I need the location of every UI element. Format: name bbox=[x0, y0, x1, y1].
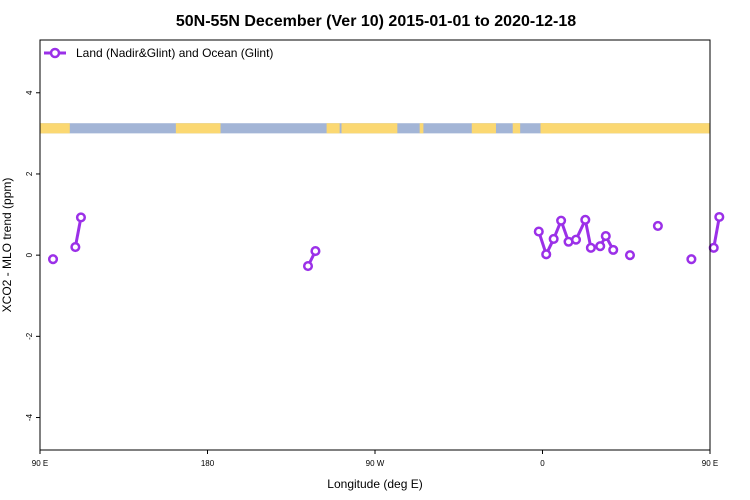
data-point-14 bbox=[600, 231, 611, 242]
x-tick-label-1: 180 bbox=[201, 459, 215, 468]
data-point-13 bbox=[595, 241, 606, 252]
chart-title: 50N-55N December (Ver 10) 2015-01-01 to … bbox=[176, 13, 576, 30]
data-point-20 bbox=[714, 211, 725, 223]
x-tick-label-2: 90 W bbox=[366, 459, 385, 468]
data-point-18 bbox=[686, 254, 697, 265]
map-strip-land-8 bbox=[540, 123, 710, 134]
data-point-7 bbox=[548, 233, 559, 244]
y-tick-label-3: 2 bbox=[25, 171, 34, 176]
y-tick-label-0: -4 bbox=[25, 413, 34, 421]
data-point-1 bbox=[70, 241, 81, 253]
map-strip-land-6 bbox=[512, 123, 521, 134]
data-point-15 bbox=[608, 244, 619, 255]
x-axis-label: Longitude (deg E) bbox=[327, 477, 422, 491]
y-axis: -4 -2 0 2 4 bbox=[25, 90, 40, 421]
map-strip-land-1 bbox=[175, 123, 221, 134]
data-point-5 bbox=[533, 226, 544, 237]
data-point-4 bbox=[310, 246, 321, 257]
map-strip bbox=[40, 123, 710, 134]
map-strip-land-5 bbox=[471, 123, 496, 134]
map-strip-land-0 bbox=[40, 123, 70, 134]
data-point-12 bbox=[585, 242, 596, 253]
data-point-3 bbox=[302, 261, 314, 272]
y-tick-label-1: -2 bbox=[25, 332, 34, 340]
legend: Land (Nadir&Glint) and Ocean (Glint) bbox=[44, 46, 273, 60]
data-point-8 bbox=[556, 215, 567, 226]
data-point-17 bbox=[652, 220, 663, 231]
legend-label: Land (Nadir&Glint) and Ocean (Glint) bbox=[76, 46, 273, 60]
data-point-19 bbox=[708, 242, 719, 253]
series-layer bbox=[47, 211, 725, 272]
data-point-10 bbox=[570, 234, 582, 245]
data-point-6 bbox=[541, 249, 552, 260]
y-tick-label-4: 4 bbox=[25, 90, 34, 95]
legend-marker bbox=[49, 47, 61, 59]
x-tick-label-0: 90 E bbox=[32, 459, 48, 468]
map-strip-land-4 bbox=[419, 123, 424, 134]
y-axis-label: XCO2 - MLO trend (ppm) bbox=[0, 178, 14, 313]
x-tick-label-4: 90 E bbox=[702, 459, 718, 468]
map-strip-land-2 bbox=[326, 123, 340, 134]
series-0-line-7 bbox=[712, 216, 721, 249]
map-strip-land-3 bbox=[341, 123, 398, 134]
data-point-11 bbox=[580, 214, 591, 225]
x-tick-label-3: 0 bbox=[540, 459, 545, 468]
data-point-2 bbox=[75, 212, 86, 223]
y-tick-label-2: 0 bbox=[25, 252, 34, 257]
data-point-16 bbox=[624, 250, 636, 261]
x-axis: 90 E 180 90 W 0 90 E bbox=[32, 450, 718, 468]
data-point-0 bbox=[47, 254, 59, 265]
